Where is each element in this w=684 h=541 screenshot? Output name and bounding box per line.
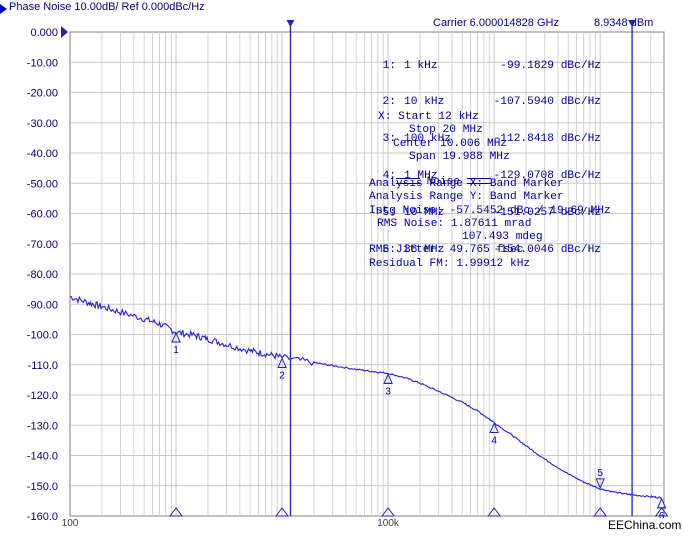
marker-row: 4: 1 MHz -129.0708 dBc/Hz xyxy=(370,170,601,182)
axis-marker-icon xyxy=(169,507,184,517)
y-tick-label: -100.0 xyxy=(27,330,58,342)
y-tick-label: -50.00 xyxy=(27,178,58,190)
x-tick-label: 100k xyxy=(377,518,400,529)
y-tick-label: -160.0 xyxy=(27,511,58,523)
axis-marker-icon xyxy=(654,507,669,517)
analysis-range-x: Analysis Range X: Band Marker xyxy=(369,178,564,190)
y-tick-label: -60.00 xyxy=(27,209,58,221)
carrier-level: 8.9348 dBm xyxy=(594,17,654,29)
phase-noise-trace xyxy=(69,295,662,500)
marker-value: -99.1829 xyxy=(500,59,554,72)
y-tick-label: -130.0 xyxy=(27,420,58,432)
rms-noise-degrees: 107.493 mdeg xyxy=(462,231,543,243)
noise-header-rule-left xyxy=(395,178,420,185)
marker-row: 3: 100 kHz -112.8418 dBc/Hz xyxy=(370,133,601,145)
axis-marker-icon xyxy=(487,507,502,517)
marker-unit: dBc/Hz xyxy=(560,133,602,146)
y-tick-label: 0.000 xyxy=(30,27,58,39)
axis-marker-icon xyxy=(275,507,290,517)
y-tick-label: -70.00 xyxy=(27,239,58,251)
analysis-range-y: Analysis Range Y: Band Marker xyxy=(369,191,564,203)
marker-4: 4 xyxy=(487,422,502,517)
marker-label: 5 xyxy=(597,468,603,479)
chart-title: Phase Noise 10.00dB/ Ref 0.000dBc/Hz xyxy=(9,1,205,13)
marker-value: -154.0046 xyxy=(493,244,554,257)
axis-marker-icon xyxy=(381,507,396,517)
marker-unit: dBc/Hz xyxy=(560,59,602,72)
y-tick-label: -150.0 xyxy=(27,481,58,493)
noise-header-label: Noise xyxy=(426,176,461,189)
marker-freq: 1 MHz xyxy=(404,170,438,183)
marker-row: 2: 10 kHz -107.5940 dBc/Hz xyxy=(370,96,601,108)
carrier-frequency: Carrier 6.000014828 GHz xyxy=(433,17,559,29)
marker-5: 5 xyxy=(593,468,608,517)
marker-row: 6: 38 MHz -154.0046 dBc/Hz xyxy=(370,244,601,256)
noise-section-header: Noise xyxy=(369,164,491,201)
integrated-noise: Intg Noise: -57.5452 dBc / 19.69 MHz xyxy=(369,205,611,217)
marker-triangle xyxy=(595,478,605,490)
band-marker-handle xyxy=(628,20,637,27)
y-tick-label: -20.00 xyxy=(27,88,58,100)
y-tick-label: -90.00 xyxy=(27,299,58,311)
marker-1: 1 xyxy=(169,331,184,517)
y-tick-label: -80.00 xyxy=(27,269,58,281)
y-tick-label: -10.00 xyxy=(27,57,58,69)
band-marker-handle xyxy=(286,20,295,27)
marker-value: -151.0257 xyxy=(493,207,554,220)
analysis-center: Center 10.006 MHz xyxy=(393,138,508,150)
rms-jitter: RMS Jitter: 49.765 fsec xyxy=(369,244,524,256)
marker-label: 3 xyxy=(385,386,391,397)
marker-freq: 10 MHz xyxy=(404,207,445,220)
y-tick-label: -120.0 xyxy=(27,390,58,402)
y-tick-label: -40.00 xyxy=(27,148,58,160)
marker-unit: dBc/Hz xyxy=(560,170,602,183)
x-tick-label: 100 xyxy=(62,518,79,529)
watermark: EEChina.com xyxy=(606,518,684,532)
marker-unit: dBc/Hz xyxy=(560,96,602,109)
marker-row: >5: 10 MHz -151.0257 dBc/Hz xyxy=(370,207,601,219)
reference-level-arrow xyxy=(61,26,68,38)
y-tick-label: -30.00 xyxy=(27,118,58,130)
marker-id: 3: xyxy=(382,133,396,146)
analysis-stop: Stop 20 MHz xyxy=(409,124,483,136)
grid-lines xyxy=(70,32,664,516)
rms-noise: RMS Noise: 1.87611 mrad xyxy=(377,218,532,230)
marker-id: >5: xyxy=(375,207,396,220)
residual-fm: Residual FM: 1.99912 kHz xyxy=(369,258,531,270)
marker-id: 1: xyxy=(382,59,396,72)
marker-label: 2 xyxy=(279,370,285,381)
marker-2: 2 xyxy=(275,357,290,517)
trace-indicator-icon[interactable] xyxy=(0,4,7,14)
marker-id: 2: xyxy=(382,96,396,109)
marker-freq: 1 kHz xyxy=(404,59,438,72)
y-tick-label: -110.0 xyxy=(28,360,58,372)
analysis-span: Span 19.988 MHz xyxy=(409,151,510,163)
noise-header-rule-right xyxy=(466,178,491,185)
marker-value: -107.5940 xyxy=(493,96,554,109)
marker-3: 3 xyxy=(381,373,396,517)
marker-table: 1: 1 kHz -99.1829 dBc/Hz 2: 10 kHz -107.5940… xyxy=(370,35,601,281)
analysis-start: X: Start 12 kHz xyxy=(378,111,479,123)
marker-6: 6 xyxy=(654,497,669,522)
marker-row: 1: 1 kHz -99.1829 dBc/Hz xyxy=(370,60,601,72)
axis-marker-icon xyxy=(593,507,608,517)
marker-value: -112.8418 xyxy=(493,133,554,146)
marker-freq: 100 kHz xyxy=(404,133,451,146)
marker-id: 6: xyxy=(382,244,396,257)
marker-value: -129.0708 xyxy=(493,170,554,183)
marker-unit: dBc/Hz xyxy=(560,244,602,257)
marker-unit: dBc/Hz xyxy=(560,207,602,220)
y-tick-label: -140.0 xyxy=(27,451,58,463)
marker-id: 4: xyxy=(382,170,396,183)
marker-label: 4 xyxy=(491,435,497,446)
marker-freq: 38 MHz xyxy=(404,244,445,257)
marker-freq: 10 kHz xyxy=(404,96,445,109)
marker-label: 1 xyxy=(173,345,179,356)
